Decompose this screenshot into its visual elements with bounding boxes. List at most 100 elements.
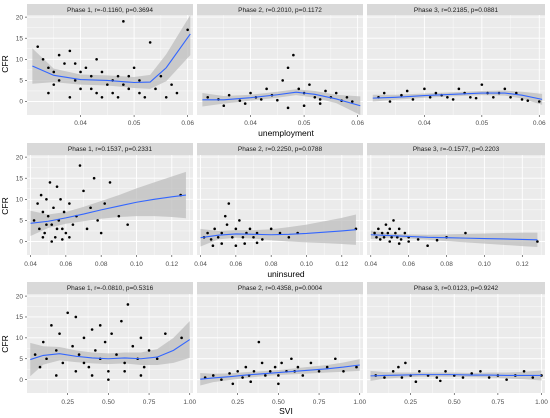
data-point (487, 376, 491, 379)
data-point (388, 227, 392, 231)
smooth-fit-line (200, 229, 356, 239)
data-point (313, 95, 317, 99)
data-point (391, 369, 395, 373)
data-point (68, 235, 71, 239)
x-tick-label: 0.10 (300, 261, 313, 268)
x-tick-label: 0.06 (351, 120, 364, 127)
facet-title: Phase 1, r=-0.1160, p=0.3694 (67, 7, 153, 14)
y-tick-label: 15 (16, 175, 24, 182)
x-tick-label: 0.50 (448, 399, 461, 406)
data-point (122, 83, 125, 86)
x-tick-label: 0.75 (313, 399, 326, 406)
data-point (276, 98, 279, 102)
data-point (220, 231, 224, 235)
data-point (139, 374, 143, 377)
data-point (249, 380, 253, 384)
data-point (138, 91, 141, 95)
data-point (234, 227, 238, 231)
data-point (384, 223, 388, 226)
data-point (98, 324, 102, 327)
facet-panel: Phase 1, r=0.1537, p=0.2331 0.04 0.06 0.08 0… (16, 143, 193, 268)
data-point (268, 369, 272, 373)
data-point (138, 79, 141, 82)
x-tick-label: 0.50 (102, 399, 115, 406)
data-point (58, 332, 61, 335)
data-point (505, 378, 508, 381)
data-point (479, 369, 482, 373)
data-point (342, 369, 345, 373)
data-point (388, 240, 392, 243)
data-point (522, 369, 526, 373)
data-point (85, 227, 89, 231)
data-point (474, 96, 478, 100)
data-point (244, 365, 248, 369)
data-point (345, 95, 349, 99)
confidence-band (200, 214, 356, 247)
data-point (318, 98, 322, 101)
facet-strip (197, 143, 363, 155)
facet-title: Phase 3, r=0.2185, p=0.0881 (414, 7, 499, 14)
data-point (164, 95, 168, 99)
data-point (127, 74, 131, 78)
data-point (234, 244, 238, 248)
data-point (400, 376, 404, 379)
data-point (92, 176, 96, 180)
data-point (71, 223, 75, 226)
data-point (143, 95, 147, 99)
data-point (32, 219, 36, 222)
data-point (99, 231, 103, 235)
data-point (159, 74, 163, 78)
data-point (227, 93, 231, 97)
data-point (132, 66, 136, 70)
data-point (79, 87, 82, 91)
data-point (397, 365, 400, 369)
y-tick-label: 5 (19, 356, 23, 363)
y-tick-label: 20 (16, 14, 24, 21)
facet-panel: Phase 2, r=0.2010, p=0.1172 0.04 0.05 0.06 (197, 4, 364, 127)
data-point (36, 45, 40, 48)
data-point (236, 369, 239, 373)
facet-panel: Phase 1, r=-0.0810, p=0.5316 0.25 0.50 0.75… (16, 282, 196, 406)
data-point (148, 41, 152, 44)
data-point (438, 379, 442, 383)
data-point (115, 353, 118, 356)
data-point (264, 374, 267, 377)
x-axis-title: uninsured (267, 269, 305, 279)
data-point (241, 376, 244, 379)
data-point (39, 193, 43, 197)
confidence-band (370, 370, 542, 381)
y-tick-label: 10 (16, 335, 24, 342)
x-tick-label: 0.12 (516, 261, 529, 268)
y-tick-label: 15 (16, 35, 24, 42)
data-point (265, 87, 268, 91)
y-tick-label: 5 (19, 78, 23, 85)
data-point (74, 369, 78, 373)
facet-panel: Phase 3, r=-0.1577, p=0.2203 0.04 0.06 0.08… (364, 143, 545, 268)
data-point (405, 89, 409, 93)
data-point (170, 83, 173, 86)
data-point (206, 95, 210, 99)
data-point (186, 28, 189, 32)
smooth-fit-line (30, 339, 191, 361)
facet-title: Phase 2, r=0.2250, p=0.0788 (238, 146, 323, 153)
data-point (380, 231, 384, 235)
smooth-fit-line (30, 194, 187, 224)
data-point (238, 99, 242, 102)
data-point (211, 244, 215, 248)
data-point (392, 219, 395, 222)
data-point (411, 98, 415, 101)
data-point (243, 242, 246, 245)
y-tick-label: 10 (16, 197, 24, 204)
facet-panel: Phase 1, r=-0.1160, p=0.3694 0.04 0.05 0.06… (16, 4, 194, 127)
y-axis-title: CFR (0, 55, 10, 72)
data-point (296, 365, 300, 369)
data-point (120, 319, 123, 323)
data-point (96, 219, 99, 222)
data-point (228, 372, 231, 375)
y-tick-label: 5 (19, 218, 23, 225)
data-point (79, 70, 82, 74)
facet-title: Phase 3, r=0.0123, p=0.9242 (414, 285, 499, 292)
data-point (537, 100, 541, 103)
data-point (457, 87, 461, 91)
data-point (444, 369, 447, 373)
